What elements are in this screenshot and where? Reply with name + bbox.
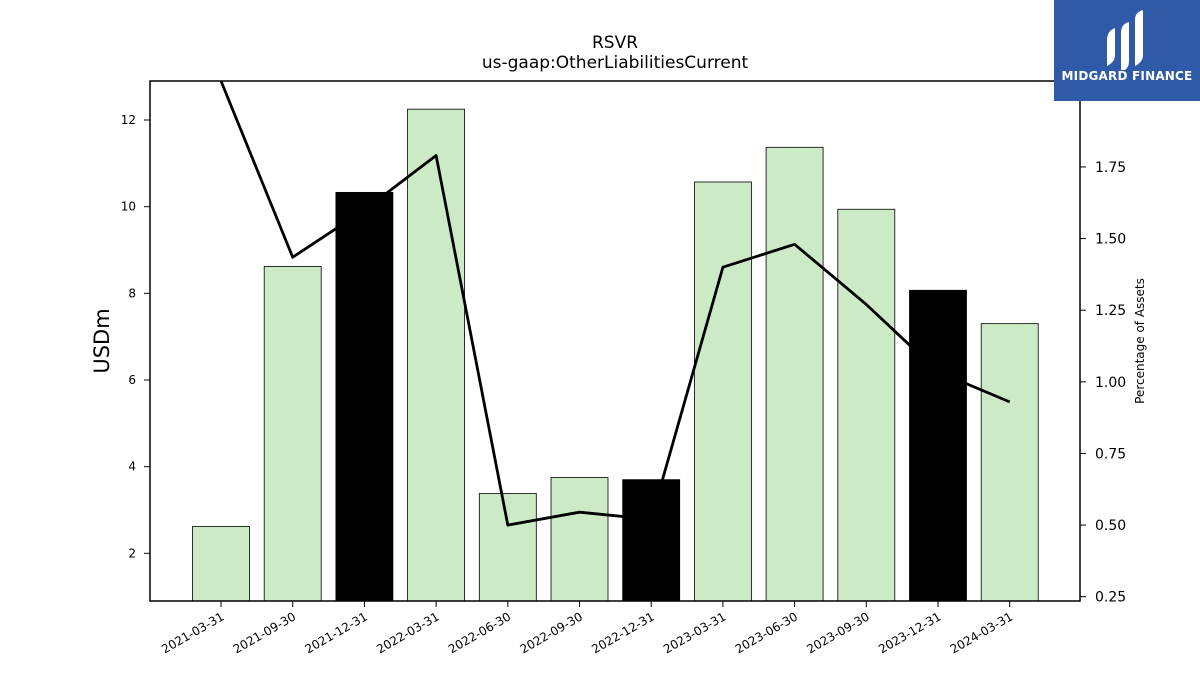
y2-tick-label: 1.50 bbox=[1095, 232, 1126, 248]
y-tick-label: 6 bbox=[128, 373, 136, 387]
x-tick-label: 2024-03-31 bbox=[948, 609, 1015, 656]
x-tick-label: 2023-09-30 bbox=[804, 609, 871, 656]
x-tick-label: 2021-09-30 bbox=[231, 609, 298, 656]
bar-2023-03-31 bbox=[694, 181, 752, 602]
y2-tick-label: 0.75 bbox=[1095, 446, 1126, 462]
bar-2023-09-30 bbox=[837, 208, 896, 602]
x-tick-label: 2022-12-31 bbox=[589, 609, 656, 656]
y-axis-label: USDm bbox=[90, 308, 114, 373]
x-tick-label: 2021-03-31 bbox=[159, 609, 226, 656]
bar-2023-12-31 bbox=[909, 289, 967, 602]
bar-2021-03-31 bbox=[192, 526, 250, 602]
plot-frame bbox=[149, 80, 1081, 602]
x-axis-ticks: 2021-03-31 2021-09-30 2021-12-31 2022-03-31… bbox=[159, 601, 1015, 656]
bar-2023-06-30 bbox=[765, 146, 824, 602]
bars bbox=[192, 108, 1039, 602]
bar-2022-03-31 bbox=[407, 108, 466, 602]
logo-text: MIDGARD FINANCE bbox=[1061, 69, 1193, 83]
y2-tick-label: 0.25 bbox=[1095, 590, 1126, 606]
bar-2021-09-30 bbox=[263, 266, 322, 602]
bar-2022-06-30 bbox=[478, 493, 537, 602]
x-tick-label: 2021-12-31 bbox=[302, 609, 369, 656]
x-tick-label: 2023-12-31 bbox=[876, 609, 943, 656]
logo-mark-icon bbox=[1107, 10, 1143, 70]
midgard-finance-logo: MIDGARD FINANCE bbox=[1054, 0, 1200, 101]
y2-tick-label: 1.75 bbox=[1095, 160, 1126, 176]
bar-2021-12-31 bbox=[335, 191, 394, 602]
y-tick-label: 4 bbox=[128, 460, 136, 474]
y-tick-label: 10 bbox=[121, 200, 136, 214]
x-tick-label: 2022-03-31 bbox=[374, 609, 441, 656]
right-axis-ticks: 0.250.500.751.001.251.501.752.00 bbox=[1080, 88, 1126, 606]
y2-tick-label: 0.50 bbox=[1095, 518, 1126, 534]
percentage-line-layer bbox=[219, 81, 1011, 527]
x-tick-label: 2022-06-30 bbox=[446, 609, 513, 656]
chart-title: RSVR bbox=[592, 33, 638, 53]
left-axis-ticks: 2 4 6 8 10 12 bbox=[121, 113, 150, 560]
bar-2022-09-30 bbox=[550, 477, 609, 602]
y-tick-label: 2 bbox=[128, 546, 136, 560]
bar-2024-03-31 bbox=[980, 323, 1039, 602]
x-tick-label: 2022-09-30 bbox=[518, 609, 585, 656]
chart-subtitle: us-gaap:OtherLiabilitiesCurrent bbox=[482, 53, 749, 73]
x-tick-label: 2023-03-31 bbox=[661, 609, 728, 656]
y2-axis-label: Percentage of Assets bbox=[1133, 278, 1147, 404]
y2-tick-label: 1.25 bbox=[1095, 303, 1126, 319]
bar-2022-12-31 bbox=[622, 479, 681, 602]
percentage-of-assets-line bbox=[219, 81, 1011, 527]
y2-tick-label: 1.00 bbox=[1095, 375, 1126, 391]
y-tick-label: 12 bbox=[121, 113, 136, 127]
x-tick-label: 2023-06-30 bbox=[733, 609, 800, 656]
y-tick-label: 8 bbox=[128, 286, 136, 300]
